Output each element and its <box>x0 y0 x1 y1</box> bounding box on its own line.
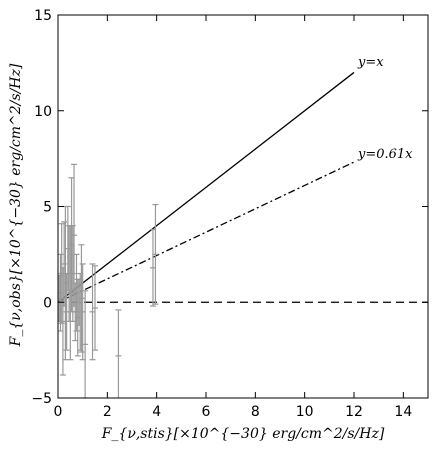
reference-line-0 <box>58 71 355 303</box>
data-point-3 <box>59 267 66 376</box>
data-point-18 <box>78 244 85 353</box>
data-point-7 <box>64 205 71 292</box>
y-tick-label: 5 <box>43 200 52 216</box>
data-point-22 <box>92 265 98 351</box>
y-axis-label: F_{ν,obs}[×10^{−30} erg/cm^2/s/Hz] <box>8 63 24 347</box>
y-axis: −5 0 5 10 15 <box>31 8 428 407</box>
x-tick-label: 0 <box>54 404 63 420</box>
x-axis: 0 2 4 6 8 10 12 14 <box>54 15 412 420</box>
x-tick-label: 10 <box>296 404 314 420</box>
x-tick-label: 8 <box>251 404 260 420</box>
data-point-20 <box>82 290 89 398</box>
x-tick-label: 2 <box>103 404 112 420</box>
annotation-y-equals-061x: y=0.61x <box>357 147 413 162</box>
data-point-25 <box>152 203 159 305</box>
y-tick-label: −5 <box>31 391 52 407</box>
y-tick-label: 15 <box>34 8 52 24</box>
x-tick-label: 12 <box>345 404 363 420</box>
data-points <box>58 163 159 398</box>
reference-line-1 <box>58 161 355 303</box>
reference-lines <box>58 71 428 303</box>
data-point-4 <box>61 221 68 307</box>
data-point-23 <box>115 309 122 398</box>
y-tick-label: 10 <box>34 104 52 120</box>
x-tick-label: 6 <box>202 404 211 420</box>
y-tick-label: 0 <box>43 295 52 311</box>
x-tick-label: 4 <box>152 404 161 420</box>
x-tick-label: 14 <box>394 404 412 420</box>
annotation-y-equals-x: y=x <box>357 55 384 70</box>
x-axis-label: F_{ν,stis}[×10^{−30} erg/cm^2/s/Hz] <box>101 426 385 442</box>
plot-frame <box>57 14 429 399</box>
